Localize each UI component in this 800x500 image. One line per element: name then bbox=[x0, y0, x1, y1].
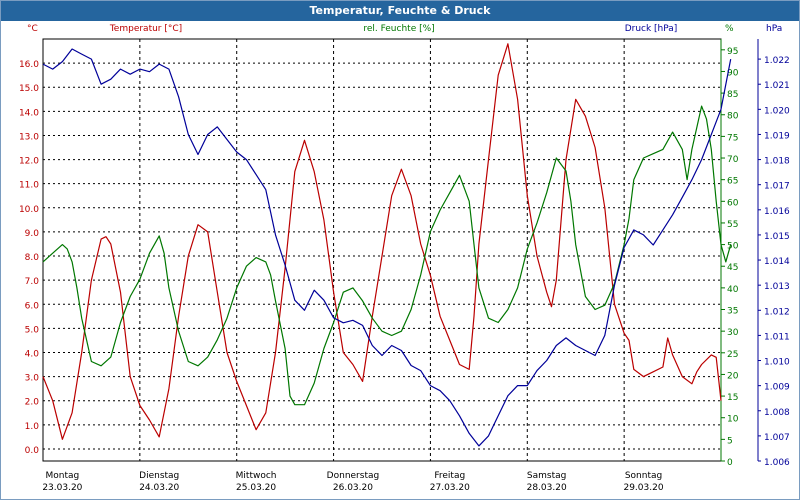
pressure-tick-label: 1.009 bbox=[764, 383, 790, 393]
pressure-tick-label: 1.014 bbox=[764, 257, 790, 267]
pressure-tick-label: 1.013 bbox=[764, 282, 790, 292]
pressure-tick-label: 1.011 bbox=[764, 332, 790, 342]
temperature-tick-label: 16.0 bbox=[19, 60, 39, 70]
day-label: Montag bbox=[46, 471, 80, 481]
humidity-tick-label: 80 bbox=[727, 112, 739, 122]
chart-svg: 0.0 1.0 2.0 3.0 4.0 5.0 6.0 7.0 8.0 9.0 10.0 11.0 12… bbox=[19, 24, 790, 493]
humidity-tick-label: 85 bbox=[727, 90, 738, 100]
pressure-tick-label: 1.022 bbox=[764, 56, 790, 66]
humidity-tick-label: 70 bbox=[727, 155, 739, 165]
temperature-tick-label: 5.0 bbox=[25, 325, 40, 335]
date-label: 26.03.20 bbox=[333, 483, 373, 493]
temperature-tick-label: 7.0 bbox=[25, 277, 40, 287]
pressure-tick-label: 1.010 bbox=[764, 358, 790, 368]
humidity-tick-label: 75 bbox=[727, 133, 738, 143]
temperature-axis-title: Temperatur [°C] bbox=[109, 24, 182, 34]
humidity-tick-label: 90 bbox=[727, 68, 739, 78]
day-label: Mittwoch bbox=[236, 471, 277, 481]
series-line-humidity bbox=[42, 105, 732, 406]
day-label: Dienstag bbox=[139, 471, 179, 481]
temperature-tick-label: 10.0 bbox=[19, 205, 39, 215]
temperature-tick-label: 11.0 bbox=[19, 181, 39, 191]
temperature-tick-label: 15.0 bbox=[19, 84, 39, 94]
humidity-tick-label: 35 bbox=[727, 307, 738, 317]
humidity-tick-label: 65 bbox=[727, 177, 738, 187]
humidity-tick-label: 40 bbox=[727, 285, 739, 295]
series-line-temperature bbox=[42, 43, 722, 440]
humidity-tick-label: 25 bbox=[727, 350, 738, 360]
pressure-tick-label: 1.007 bbox=[764, 433, 790, 443]
pressure-tick-label: 1.008 bbox=[764, 408, 790, 418]
temperature-tick-label: 1.0 bbox=[25, 422, 40, 432]
date-label: 24.03.20 bbox=[139, 483, 179, 493]
plot-frame bbox=[42, 38, 722, 462]
axis-layer: 0.0 1.0 2.0 3.0 4.0 5.0 6.0 7.0 8.0 9.0 10.0 11.0 12… bbox=[19, 24, 790, 493]
pressure-tick-label: 1.017 bbox=[764, 182, 790, 192]
date-label: 28.03.20 bbox=[527, 483, 567, 493]
pressure-tick-label: 1.019 bbox=[764, 131, 790, 141]
pressure-tick-label: 1.006 bbox=[764, 458, 790, 468]
temperature-tick-label: 8.0 bbox=[25, 253, 40, 263]
pressure-tick-label: 1.021 bbox=[764, 81, 790, 91]
temperature-tick-label: 3.0 bbox=[25, 374, 40, 384]
humidity-tick-label: 55 bbox=[727, 220, 738, 230]
humidity-tick-label: 30 bbox=[727, 328, 739, 338]
day-label: Sonntag bbox=[625, 471, 662, 481]
temperature-tick-label: 4.0 bbox=[25, 349, 40, 359]
temperature-tick-label: 0.0 bbox=[25, 446, 40, 456]
pressure-tick-label: 1.016 bbox=[764, 207, 790, 217]
pressure-unit: hPa bbox=[766, 24, 782, 34]
humidity-tick-label: 0 bbox=[727, 458, 733, 468]
humidity-tick-label: 50 bbox=[727, 242, 739, 252]
temperature-tick-label: 14.0 bbox=[19, 108, 39, 118]
date-label: 23.03.20 bbox=[42, 483, 82, 493]
humidity-tick-label: 5 bbox=[727, 436, 733, 446]
title-bar: Temperatur, Feuchte & Druck bbox=[1, 1, 799, 21]
temperature-tick-label: 2.0 bbox=[25, 398, 40, 408]
humidity-tick-label: 10 bbox=[727, 415, 739, 425]
series-layer bbox=[42, 43, 732, 447]
grid-layer bbox=[42, 38, 722, 462]
date-label: 27.03.20 bbox=[430, 483, 470, 493]
humidity-tick-label: 15 bbox=[727, 393, 738, 403]
date-label: 25.03.20 bbox=[236, 483, 276, 493]
day-label: Freitag bbox=[434, 471, 465, 481]
humidity-tick-label: 60 bbox=[727, 198, 739, 208]
series-line-pressure bbox=[42, 48, 732, 447]
humidity-tick-label: 95 bbox=[727, 47, 738, 57]
humidity-unit: % bbox=[725, 24, 734, 34]
temperature-unit: °C bbox=[27, 24, 38, 34]
humidity-tick-label: 45 bbox=[727, 263, 738, 273]
pressure-tick-label: 1.018 bbox=[764, 157, 790, 167]
day-label: Donnerstag bbox=[327, 471, 380, 481]
humidity-axis-title: rel. Feuchte [%] bbox=[363, 24, 434, 34]
date-label: 29.03.20 bbox=[623, 483, 663, 493]
pressure-tick-label: 1.020 bbox=[764, 106, 790, 116]
temperature-tick-label: 12.0 bbox=[19, 157, 39, 167]
day-label: Samstag bbox=[527, 471, 566, 481]
temperature-tick-label: 9.0 bbox=[25, 229, 40, 239]
temperature-tick-label: 13.0 bbox=[19, 132, 39, 142]
temperature-tick-label: 6.0 bbox=[25, 301, 40, 311]
humidity-tick-label: 20 bbox=[727, 371, 739, 381]
pressure-axis-title: Druck [hPa] bbox=[625, 24, 678, 34]
pressure-tick-label: 1.012 bbox=[764, 307, 790, 317]
pressure-tick-label: 1.015 bbox=[764, 232, 790, 242]
